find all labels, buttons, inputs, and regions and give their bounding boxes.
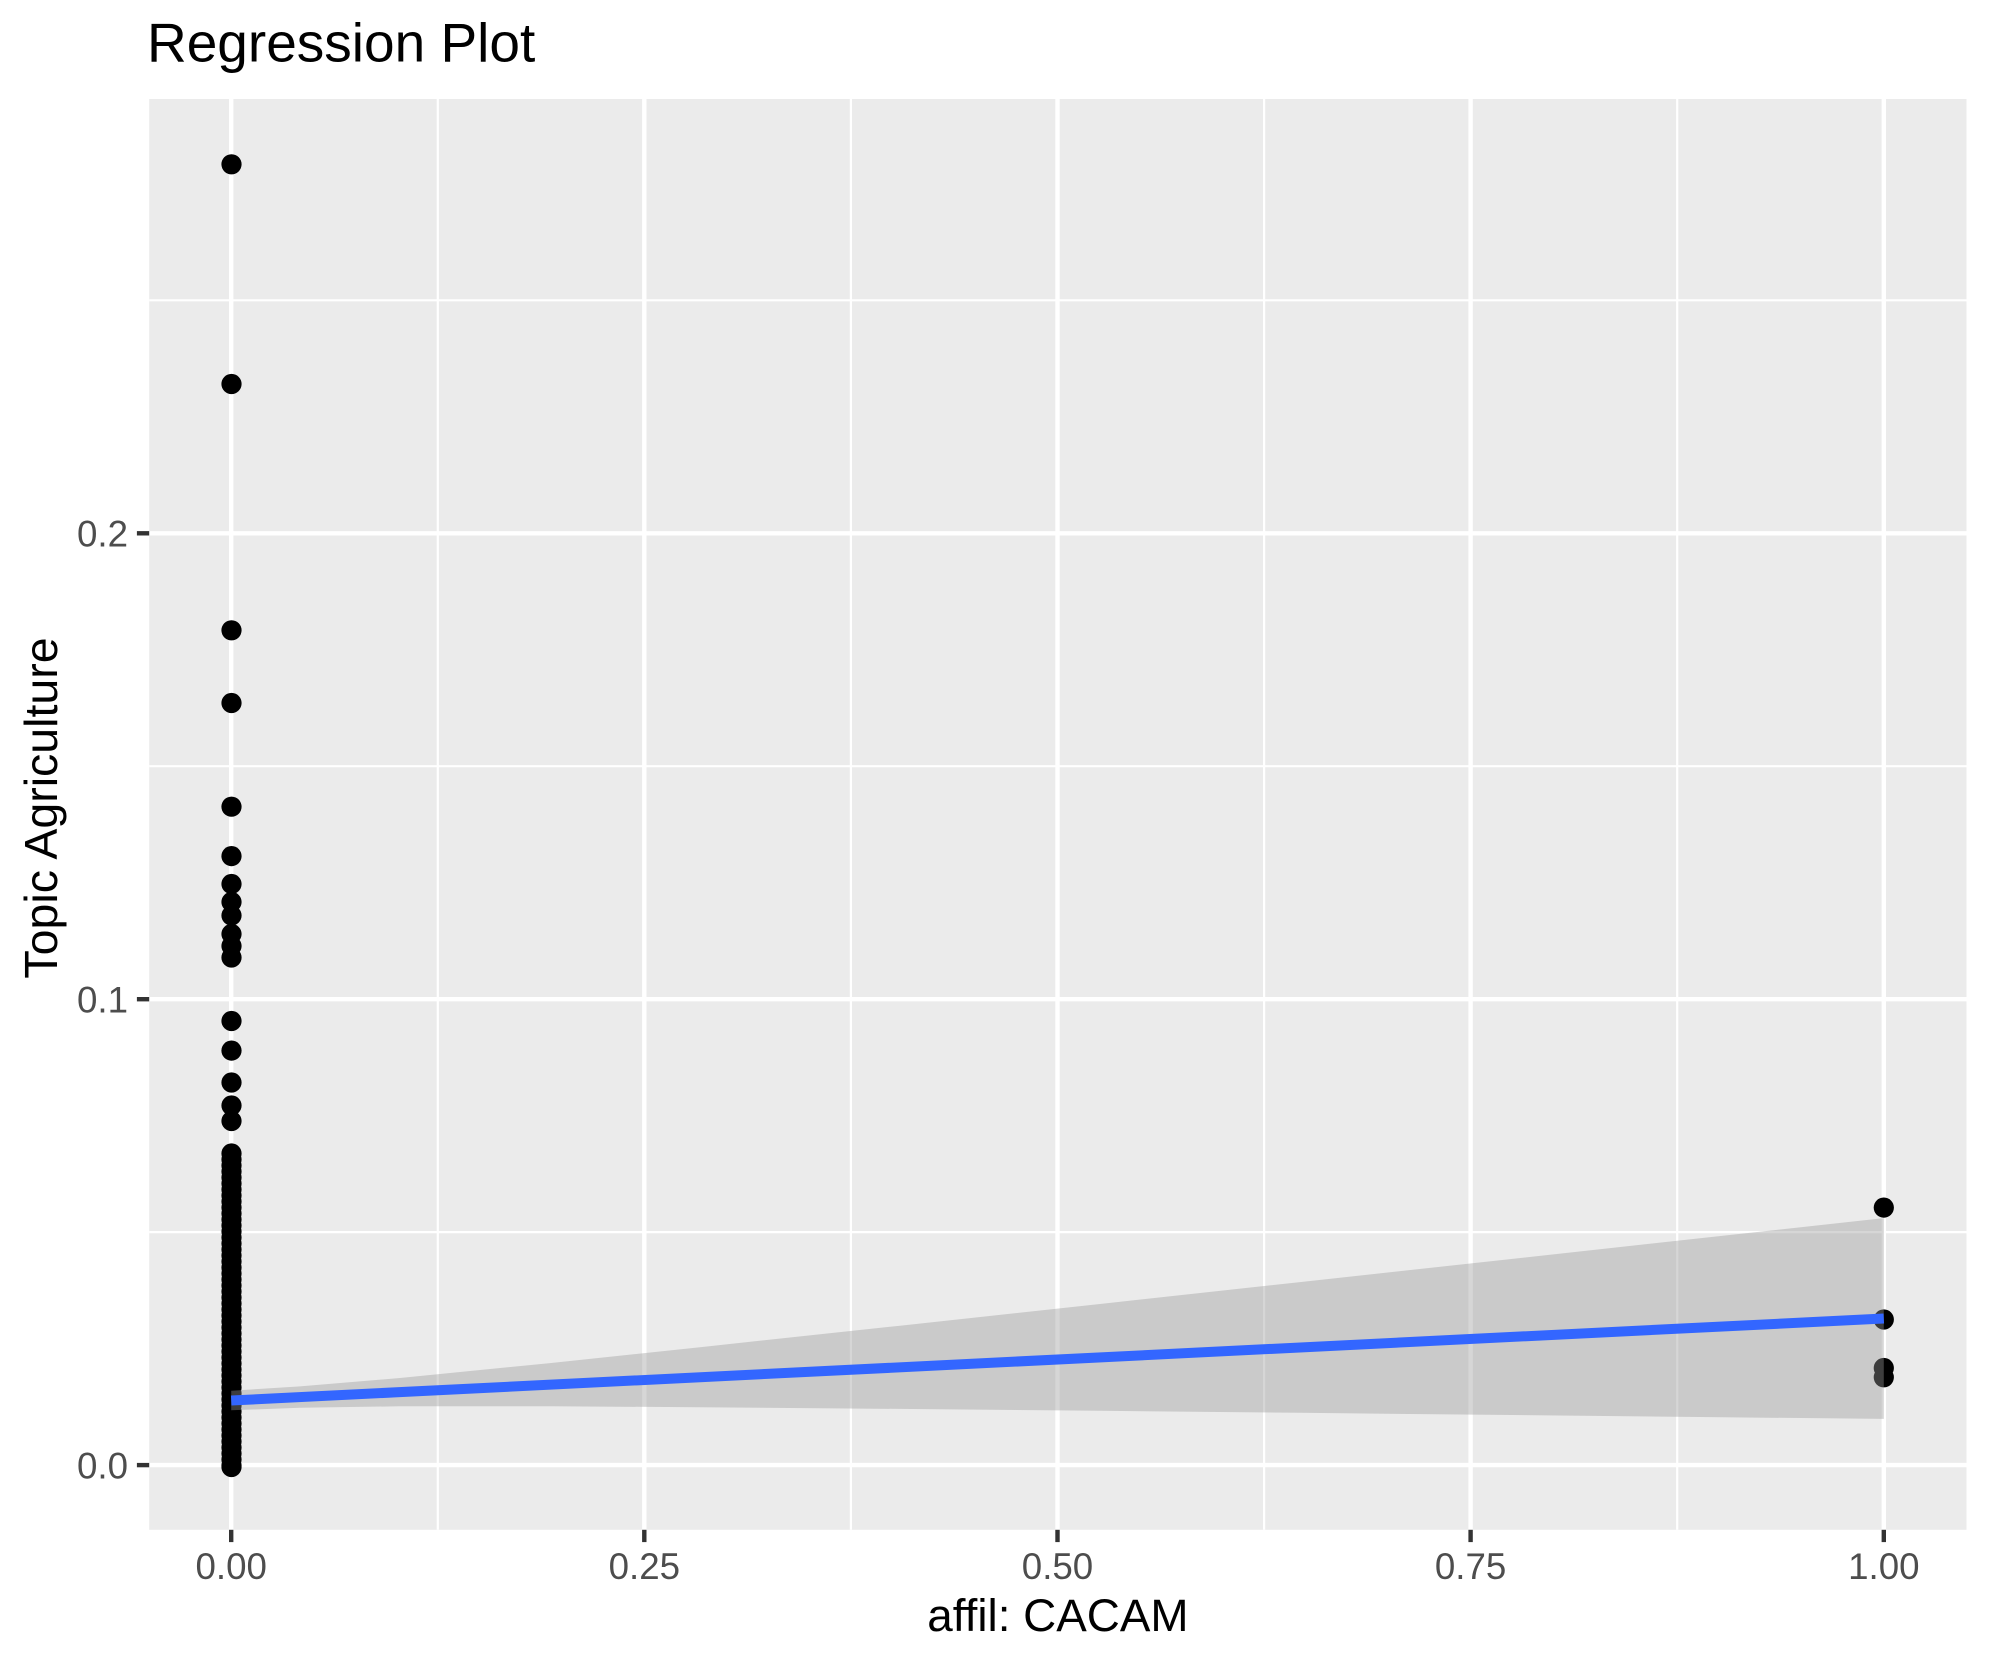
svg-text:Regression Plot: Regression Plot [147,12,535,74]
svg-text:0.0: 0.0 [77,1445,128,1486]
svg-text:1.00: 1.00 [1848,1546,1919,1587]
svg-text:affil: CACAM: affil: CACAM [927,1590,1188,1641]
svg-text:0.75: 0.75 [1435,1546,1506,1587]
svg-text:Topic Agriculture: Topic Agriculture [15,637,67,978]
svg-text:0.00: 0.00 [195,1546,266,1587]
svg-text:0.50: 0.50 [1022,1546,1093,1587]
svg-text:0.25: 0.25 [609,1546,680,1587]
svg-text:0.1: 0.1 [77,979,128,1020]
svg-text:0.2: 0.2 [77,514,128,555]
